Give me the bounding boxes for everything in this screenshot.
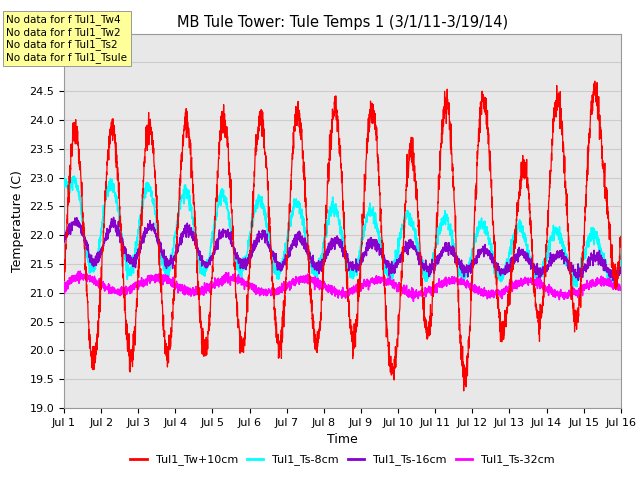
Legend: Tul1_Tw+10cm, Tul1_Ts-8cm, Tul1_Ts-16cm, Tul1_Ts-32cm: Tul1_Tw+10cm, Tul1_Ts-8cm, Tul1_Ts-16cm,… [125, 450, 559, 470]
Text: No data for f Tul1_Tw4
No data for f Tul1_Tw2
No data for f Tul1_Ts2
No data for: No data for f Tul1_Tw4 No data for f Tul… [6, 14, 127, 63]
Title: MB Tule Tower: Tule Temps 1 (3/1/11-3/19/14): MB Tule Tower: Tule Temps 1 (3/1/11-3/19… [177, 15, 508, 30]
Y-axis label: Temperature (C): Temperature (C) [11, 170, 24, 272]
X-axis label: Time: Time [327, 433, 358, 446]
